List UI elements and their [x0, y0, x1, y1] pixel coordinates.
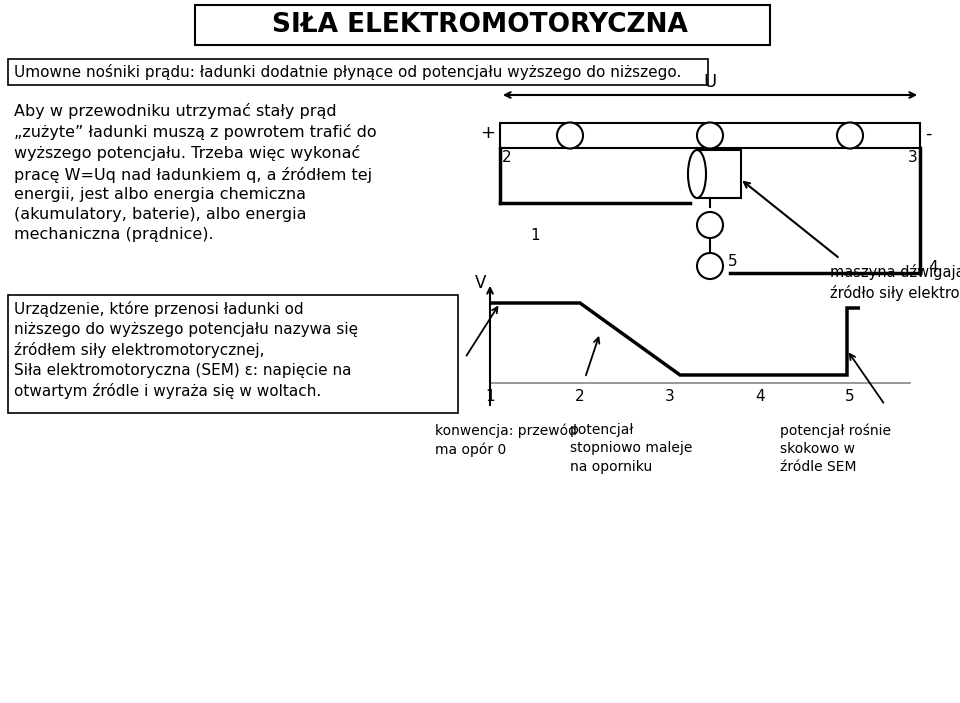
- Text: +: +: [844, 128, 856, 143]
- Circle shape: [557, 122, 583, 148]
- Text: 5: 5: [845, 389, 854, 404]
- Text: +: +: [704, 217, 716, 233]
- Text: 1: 1: [485, 389, 494, 404]
- Circle shape: [697, 122, 723, 148]
- FancyBboxPatch shape: [8, 59, 708, 85]
- Bar: [697, 150, 741, 198]
- Text: 1: 1: [530, 228, 540, 243]
- Text: 3: 3: [665, 389, 675, 404]
- Text: V: V: [474, 274, 486, 292]
- Text: U: U: [704, 73, 716, 91]
- Circle shape: [837, 122, 863, 148]
- Text: 2: 2: [502, 150, 512, 165]
- Text: 5: 5: [728, 254, 737, 269]
- Text: +: +: [564, 128, 576, 143]
- Text: +: +: [480, 124, 495, 143]
- Circle shape: [697, 212, 723, 238]
- Text: Aby w przewodniku utrzymać stały prąd
„zużyte” ładunki muszą z powrotem trafić d: Aby w przewodniku utrzymać stały prąd „z…: [14, 103, 376, 242]
- Text: 3: 3: [908, 150, 918, 165]
- Text: +: +: [704, 128, 716, 143]
- Text: SIŁA ELEKTROMOTORYCZNA: SIŁA ELEKTROMOTORYCZNA: [272, 12, 688, 38]
- Ellipse shape: [688, 150, 706, 198]
- Text: 4: 4: [756, 389, 765, 404]
- Circle shape: [697, 253, 723, 279]
- FancyBboxPatch shape: [8, 295, 458, 413]
- Text: Urządzenie, które przenosi ładunki od
niższego do wyższego potencjału nazywa się: Urządzenie, które przenosi ładunki od ni…: [14, 301, 358, 399]
- Text: potencjał
stopniowo maleje
na oporniku: potencjał stopniowo maleje na oporniku: [570, 423, 692, 474]
- FancyBboxPatch shape: [195, 5, 770, 45]
- Text: Umowne nośniki prądu: ładunki dodatnie płynące od potencjału wyższego do niższeg: Umowne nośniki prądu: ładunki dodatnie p…: [14, 64, 682, 80]
- Text: konwencja: przewód
ma opór 0: konwencja: przewód ma opór 0: [435, 423, 577, 457]
- Text: -: -: [925, 124, 931, 143]
- Text: maszyna dźwigająca zużyte ładunki:
źródło siły elektromotorycznej: maszyna dźwigająca zużyte ładunki: źródł…: [830, 264, 960, 301]
- Text: 4: 4: [928, 261, 938, 276]
- Bar: [500, 123, 920, 148]
- Text: potencjał rośnie
skokowo w
źródle SEM: potencjał rośnie skokowo w źródle SEM: [780, 423, 891, 475]
- Text: 2: 2: [575, 389, 585, 404]
- Text: +: +: [704, 259, 716, 273]
